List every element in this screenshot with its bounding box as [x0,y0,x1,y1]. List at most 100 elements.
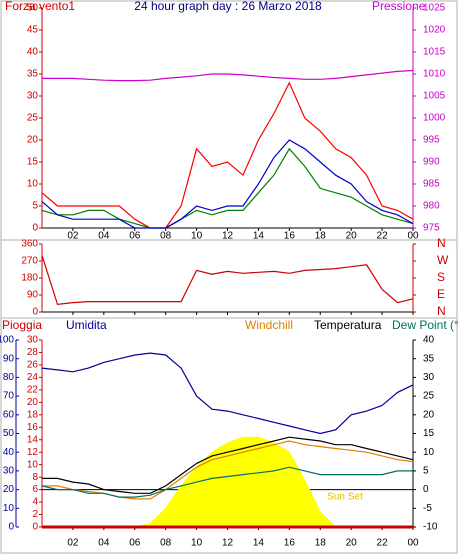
y-tick-label: W [437,253,449,267]
y-tick-label: 10 [27,459,39,470]
y-tick-label: 0 [423,484,429,495]
x-tick-label: 14 [253,231,265,242]
x-tick-label: 20 [346,231,358,242]
x-tick-label: 12 [222,538,234,549]
y-tick-label: 40 [3,447,15,458]
y-tick-label: 80 [3,372,15,383]
y-tick-label: 30 [27,91,39,102]
x-tick-label: 14 [253,538,265,549]
y-tick-label: 6 [32,484,38,495]
legend-label: Temperatura [314,318,382,332]
y-tick-label: -10 [423,522,438,533]
y-tick-label: 0 [32,223,38,234]
y-tick-label: -5 [423,503,432,514]
legend-label: Dew Point (°C [392,318,459,332]
y-tick-label: 60 [3,409,15,420]
chart-title: 24 hour graph day : 26 Marzo 2018 [134,0,322,13]
series-line [41,352,414,435]
y-tick-label: 40 [423,335,435,346]
y-tick-label: 40 [27,47,39,58]
y-tick-label: 30 [3,466,15,477]
y-tick-label: 975 [423,223,440,234]
x-tick-label: 00 [407,231,419,242]
y-tick-label: 360 [21,239,38,250]
y-tick-label: 100 [0,335,14,346]
y-tick-label: 90 [27,290,39,301]
x-tick-label: 22 [377,538,389,549]
x-tick-label: 06 [129,231,141,242]
y-tick-label: 2 [32,509,38,520]
x-tick-label: 04 [98,538,110,549]
x-tick-label: 04 [98,231,110,242]
y-tick-label: 35 [423,353,435,364]
x-tick-label: 20 [346,538,358,549]
y-tick-label: 8 [32,472,38,483]
x-tick-label: 08 [160,538,172,549]
y-tick-label: 1015 [423,47,446,58]
legend-label: Windchill [245,318,293,332]
y-axis-label: Forza vento1 [5,0,75,13]
x-tick-label: 22 [377,231,389,242]
series-line [41,255,414,306]
y-tick-label: 16 [27,422,39,433]
panel-frame [0,0,458,241]
y-tick-label: 0 [32,307,38,318]
annotation: Sun Set [327,492,363,503]
y-tick-label: 5 [32,201,38,212]
y-tick-label: 30 [423,372,435,383]
y-tick-label: 24 [27,372,39,383]
series-line [41,81,414,229]
y-tick-label: 1025 [423,3,446,14]
legend-label: Umidita [66,318,107,332]
y-tick-label: 30 [27,335,39,346]
x-tick-label: 10 [191,231,203,242]
y-tick-label: 18 [27,409,39,420]
y-tick-label: 25 [423,391,435,402]
y-tick-label: 14 [27,434,39,445]
x-tick-label: 06 [129,538,141,549]
y-tick-label: N [437,236,446,250]
y-tick-label: 985 [423,179,440,190]
series-line [42,69,414,82]
y-tick-label: 70 [3,391,15,402]
x-tick-label: 18 [315,538,327,549]
x-tick-label: 02 [67,231,79,242]
y-tick-label: 1010 [423,69,446,80]
y-tick-label: 28 [27,347,39,358]
series-line [41,147,414,229]
y-tick-label: 990 [423,157,440,168]
y-tick-label: 20 [27,397,39,408]
x-tick-label: 16 [284,538,296,549]
y-tick-label: 26 [27,360,39,371]
x-tick-label: 00 [407,538,419,549]
y-tick-label: 45 [27,25,39,36]
y-tick-label: 10 [3,503,15,514]
legend-label: Pioggia [2,318,42,332]
y-tick-label: 1020 [423,25,446,36]
y-tick-label: 995 [423,135,440,146]
y-tick-label: 0 [32,522,38,533]
y-tick-label: 5 [423,466,429,477]
series-line [42,436,414,494]
y2-axis-label: Pressione [372,0,426,13]
x-tick-label: 10 [191,538,203,549]
y-tick-label: 25 [27,113,39,124]
panel-frame [0,239,458,319]
y-tick-label: 35 [27,69,39,80]
x-tick-label: 02 [67,538,79,549]
y-tick-label: 4 [32,497,38,508]
y-tick-label: 10 [27,179,39,190]
y-tick-label: 50 [27,3,39,14]
y-tick-label: 180 [21,273,38,284]
y-tick-label: 20 [423,409,435,420]
y-tick-label: 22 [27,385,39,396]
series-line [41,466,413,498]
x-tick-label: 16 [284,231,296,242]
y-tick-label: 90 [3,353,15,364]
series-line [41,139,414,229]
y-tick-label: 50 [3,428,15,439]
y-tick-label: 20 [3,484,15,495]
y-tick-label: 10 [423,447,435,458]
y-tick-label: 20 [27,135,39,146]
